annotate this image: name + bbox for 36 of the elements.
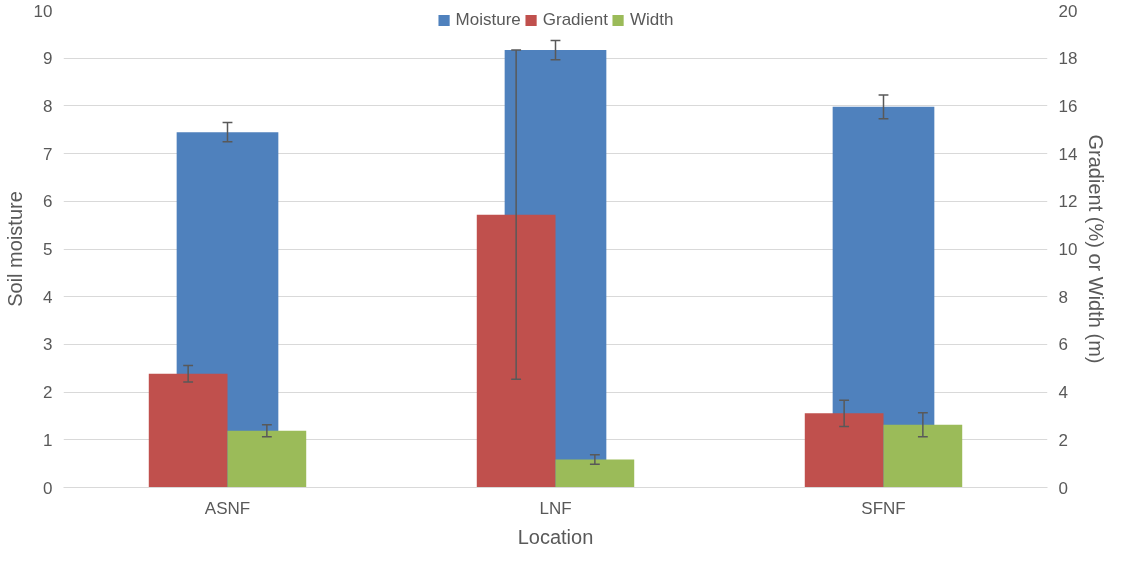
y-tick-label: 0 [43, 478, 53, 498]
y2-axis-title: Gradient (%) or Width (m) [1085, 134, 1108, 364]
y-tick-label: 5 [43, 240, 53, 259]
bar [804, 413, 884, 488]
y2-tick-label: 20 [1058, 1, 1078, 21]
y2-tick-label: 2 [1058, 430, 1068, 450]
y-tick-label: 9 [43, 49, 53, 69]
y-tick-label: 2 [43, 383, 53, 403]
x-axis-title: Location [517, 525, 594, 548]
legend-label: Width [629, 10, 674, 30]
y2-tick-label: 14 [1058, 144, 1078, 164]
bar [555, 459, 635, 488]
y-tick-label: 10 [33, 1, 53, 21]
y-axis-title: Soil moisture [3, 191, 26, 307]
y2-tick-label: 16 [1058, 96, 1078, 116]
x-tick-label: SFNF [861, 498, 906, 518]
y-tick-label: 6 [43, 192, 53, 212]
y-tick-label: 4 [43, 287, 53, 307]
y2-tick-label: 18 [1058, 49, 1078, 69]
y-tick-label: 8 [43, 96, 53, 116]
y-tick-label: 3 [43, 335, 53, 355]
x-tick-label: LNF [539, 498, 572, 518]
x-tick-label: ASNF [204, 498, 251, 518]
bar [148, 373, 228, 488]
y2-tick-label: 0 [1058, 478, 1068, 498]
y2-tick-label: 10 [1058, 240, 1078, 259]
y-tick-label: 1 [43, 430, 53, 450]
y2-tick-label: 8 [1058, 287, 1068, 307]
y2-tick-label: 4 [1058, 383, 1068, 403]
y2-tick-label: 12 [1058, 192, 1078, 212]
legend-label: Moisture [455, 10, 521, 30]
bar [227, 430, 307, 488]
y-tick-label: 7 [43, 144, 53, 164]
y2-tick-label: 6 [1058, 335, 1068, 355]
legend-label: Gradient [542, 10, 608, 30]
bar [883, 424, 963, 488]
